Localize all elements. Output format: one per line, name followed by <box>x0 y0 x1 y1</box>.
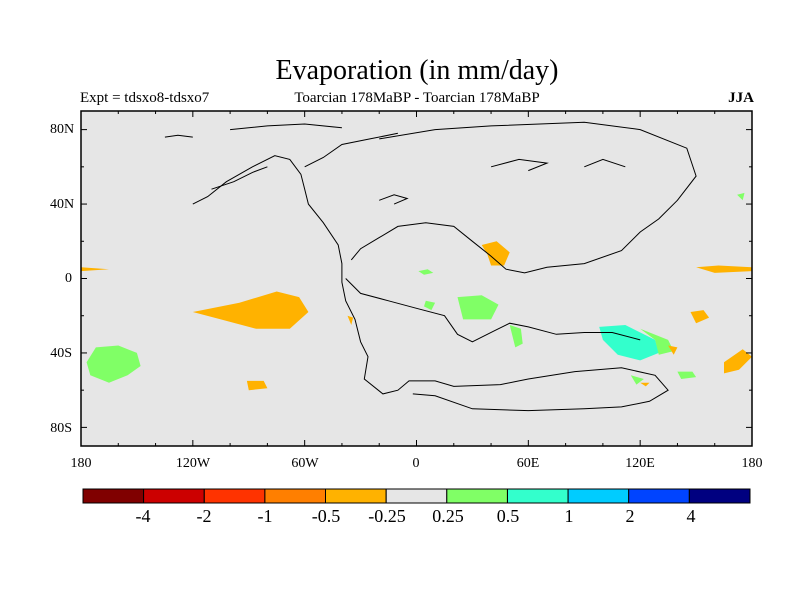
anomaly-patch <box>481 241 510 266</box>
coastline-layer <box>164 121 697 412</box>
x-tick-label: 180 <box>741 456 763 471</box>
coastline <box>304 132 398 168</box>
coastline <box>164 134 193 138</box>
anomaly-layer <box>81 192 752 391</box>
colorbar-swatch <box>507 488 569 504</box>
colorbar-label: -2 <box>196 506 212 526</box>
map-background <box>81 111 752 446</box>
anomaly-patch <box>737 192 745 201</box>
colorbar-label: -0.25 <box>368 506 406 526</box>
colorbar-swatch <box>143 488 205 504</box>
anomaly-patch <box>457 295 499 320</box>
anomaly-patch <box>677 371 697 379</box>
colorbar-swatch <box>567 488 630 504</box>
colorbar-swatch <box>628 488 690 504</box>
anomaly-patch <box>424 300 436 311</box>
y-tick-label: 80S <box>50 421 72 436</box>
y-tick-label: 80N <box>50 122 75 137</box>
colorbar-swatch <box>325 488 387 504</box>
colorbar-swatch <box>82 488 145 504</box>
colorbar-label: 0.5 <box>496 506 520 526</box>
colorbar-label: -0.5 <box>311 506 341 526</box>
coastline <box>584 158 626 168</box>
colorbar-label: -1 <box>257 506 273 526</box>
coastline <box>490 158 549 172</box>
anomaly-patch <box>724 349 752 374</box>
colorbar-label: -4 <box>135 506 151 526</box>
colorbar-label: 1 <box>564 506 574 526</box>
colorbar-swatch <box>385 488 448 504</box>
colorbar-label: 4 <box>686 506 696 526</box>
anomaly-patch <box>640 328 674 355</box>
colorbar-swatch <box>203 488 266 504</box>
anomaly-patch <box>418 269 434 275</box>
anomaly-patch <box>668 345 678 355</box>
coastline <box>192 155 669 412</box>
map-title: Evaporation (in mm/day) <box>275 55 559 86</box>
anomaly-patch <box>347 315 354 325</box>
y-tick-label: 40S <box>50 346 72 361</box>
anomaly-patch <box>86 345 141 383</box>
anomaly-patch <box>599 325 659 361</box>
colorbar <box>82 488 751 504</box>
anomaly-patch <box>630 375 644 385</box>
y-tick-label: 0 <box>65 271 72 286</box>
x-tick-label: 60W <box>291 456 319 471</box>
x-tick-label: 120E <box>625 456 655 471</box>
colorbar-swatch <box>688 488 751 504</box>
colorbar-swatch <box>446 488 508 504</box>
anomaly-patch <box>192 291 309 329</box>
season-label: JJA <box>728 90 754 106</box>
period-label: Toarcian 178MaBP - Toarcian 178MaBP <box>294 90 540 106</box>
anomaly-patch <box>81 267 109 272</box>
anomaly-patch <box>696 265 752 273</box>
coastline <box>211 166 268 190</box>
experiment-label: Expt = tdsxo8-tdsxo7 <box>80 90 210 106</box>
anomaly-patch <box>246 380 268 391</box>
coastline <box>345 278 641 343</box>
anomaly-patch <box>640 382 650 387</box>
x-tick-label: 60E <box>516 456 540 471</box>
coastline <box>379 194 409 205</box>
coastline <box>230 123 342 131</box>
coastline <box>350 121 697 274</box>
colorbar-label: 2 <box>625 506 635 526</box>
axis-ticks <box>80 111 753 446</box>
y-tick-label: 40N <box>50 197 75 212</box>
anomaly-patch <box>690 310 710 324</box>
x-tick-label: 120W <box>175 456 211 471</box>
x-tick-label: 0 <box>412 456 420 471</box>
colorbar-label: 0.25 <box>432 506 464 526</box>
x-tick-label: 180 <box>70 456 92 471</box>
colorbar-swatch <box>264 488 326 504</box>
anomaly-patch <box>509 325 523 348</box>
